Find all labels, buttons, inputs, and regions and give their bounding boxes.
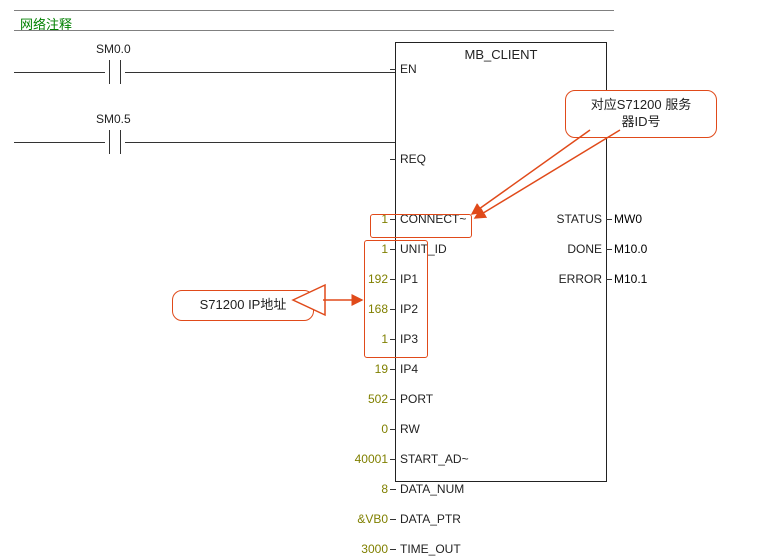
pin-value: 502: [328, 392, 388, 406]
rail-en-left: [14, 72, 105, 73]
ladder-diagram: 网络注释 SM0.0 SM0.5 MB_CLIENT ENREQCONNECT~…: [0, 0, 770, 501]
fb-row-15: DATA_PTR&VB0: [396, 510, 606, 528]
pin-name: DATA_PTR: [400, 512, 461, 526]
pin-tick: [390, 399, 396, 400]
pin-name: ERROR: [559, 272, 602, 286]
pin-name: REQ: [400, 152, 426, 166]
pin-tick: [390, 549, 396, 550]
pin-tick: [606, 279, 612, 280]
fb-row-11: PORT502: [396, 390, 606, 408]
highlight-unit-id: [370, 214, 472, 238]
pin-name: STATUS: [556, 212, 602, 226]
pin-tick: [606, 249, 612, 250]
contact-sm0-0-label: SM0.0: [96, 42, 131, 56]
highlight-ip: [364, 240, 428, 358]
fb-row-10: IP419: [396, 360, 606, 378]
pin-value: 3000: [328, 542, 388, 556]
rail-req-right: [125, 142, 395, 143]
fb-row-4: [396, 180, 606, 198]
contact-sm0-5-label: SM0.5: [96, 112, 131, 126]
pin-tick: [390, 459, 396, 460]
pin-tick: [390, 159, 396, 160]
pin-value: 40001: [328, 452, 388, 466]
pin-value: 19: [328, 362, 388, 376]
pin-name: START_AD~: [400, 452, 469, 466]
fb-row-0: EN: [396, 60, 606, 78]
pin-tick: [390, 429, 396, 430]
header-rule-bot: [14, 30, 614, 31]
pin-value: &VB0: [328, 512, 388, 526]
pin-name: TIME_OUT: [400, 542, 461, 556]
callout-ip: S71200 IP地址: [172, 290, 314, 321]
pin-tick: [606, 219, 612, 220]
fb-row-14: DATA_NUM8: [396, 480, 606, 498]
pin-tick: [390, 519, 396, 520]
pin-tick: [390, 369, 396, 370]
fb-row-13: START_AD~40001: [396, 450, 606, 468]
pin-value: 8: [328, 482, 388, 496]
callout-unit-id-text1: 对应S71200 服务: [591, 97, 691, 112]
pin-value: 0: [328, 422, 388, 436]
callout-unit-id-text2: 器ID号: [621, 114, 660, 129]
pin-name: IP4: [400, 362, 418, 376]
contact-sm0-5: [105, 130, 125, 154]
fb-row-16: TIME_OUT3000: [396, 540, 606, 558]
fb-row-3: REQ: [396, 150, 606, 168]
contact-sm0-0: [105, 60, 125, 84]
callout-unit-id: 对应S71200 服务 器ID号: [565, 90, 717, 138]
fb-row-12: RW0: [396, 420, 606, 438]
callout-ip-text: S71200 IP地址: [200, 297, 287, 312]
pin-value: M10.1: [614, 272, 647, 286]
pin-value: M10.0: [614, 242, 647, 256]
pin-name: DATA_NUM: [400, 482, 464, 496]
rail-req-left: [14, 142, 105, 143]
pin-value: MW0: [614, 212, 642, 226]
pin-name: EN: [400, 62, 417, 76]
pin-name: DONE: [567, 242, 602, 256]
pin-tick: [390, 69, 396, 70]
pin-tick: [390, 489, 396, 490]
pin-name: PORT: [400, 392, 433, 406]
header-rule-top: [14, 10, 614, 11]
pin-name: RW: [400, 422, 420, 436]
rail-en-right: [125, 72, 395, 73]
